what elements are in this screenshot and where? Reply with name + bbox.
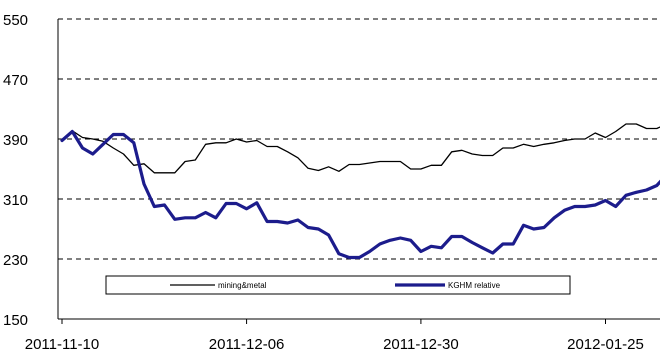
x-tick-label-2: 2011-12-30 [383, 336, 459, 353]
series-layer [60, 123, 660, 260]
y-tick-label-390: 390 [3, 132, 28, 149]
grid-layer [58, 18, 660, 260]
y-tick-label-310: 310 [3, 192, 28, 209]
legend: mining&metal KGHM relative [105, 275, 571, 295]
legend-label-mining-metal: mining&metal [218, 281, 267, 290]
y-tick-label-550: 550 [3, 12, 28, 29]
series-line-mining-metal [61, 123, 660, 174]
x-tick-label-3: 2012-01-25 [567, 336, 644, 353]
y-tick-label-230: 230 [3, 252, 28, 269]
y-tick-label-470: 470 [3, 72, 28, 89]
legend-label-kghm-relative: KGHM relative [448, 281, 501, 290]
y-tick-label-150: 150 [3, 312, 28, 329]
x-tick-label-0: 2011-11-10 [25, 336, 100, 353]
axis-layer: 150 230 310 390 470 550 2011-11-10 2011-12-06 20… [3, 12, 660, 353]
series-line-kghm-relative [60, 129, 660, 260]
x-tick-label-1: 2011-12-06 [209, 336, 285, 353]
legend-box [105, 275, 571, 295]
